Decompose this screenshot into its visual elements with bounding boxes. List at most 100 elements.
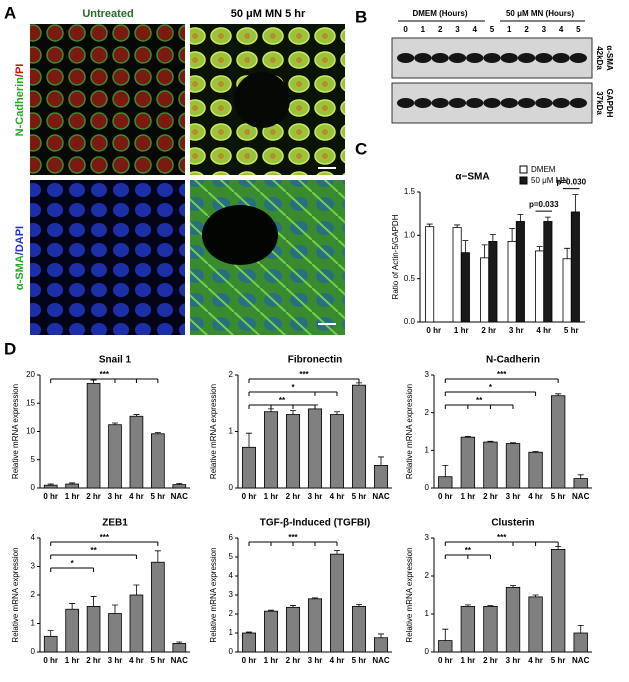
significance-label: **: [90, 546, 97, 555]
error-bar: [47, 630, 54, 637]
x-tick-label: NAC: [171, 656, 189, 665]
y-tick-label: 2: [229, 370, 234, 379]
error-bar: [176, 483, 183, 485]
error-bar: [176, 641, 183, 644]
x-tick-label: 1 hr: [454, 326, 469, 335]
x-tick-label: 5 hr: [352, 656, 367, 665]
bar: [505, 587, 521, 653]
row-label: α-SMA/DAPI: [14, 226, 26, 290]
error-bar: [112, 604, 118, 614]
band: [552, 53, 570, 63]
band: [569, 98, 587, 108]
y-tick-label: 5: [229, 552, 234, 561]
band: [431, 53, 449, 63]
y-tick-label: 15: [26, 398, 35, 407]
bar: [43, 635, 58, 653]
chart-title: Snail 1: [99, 355, 132, 366]
bar: [570, 211, 580, 323]
y-tick-label: 0: [229, 647, 234, 656]
bar: [172, 643, 187, 653]
y-axis-label: Relative mRNA expression: [405, 547, 414, 642]
bar: [550, 549, 566, 653]
error-bar: [532, 451, 539, 453]
error-bar: [154, 550, 161, 563]
bar: [373, 637, 388, 653]
x-tick-label: 3 hr: [308, 656, 323, 665]
significance-bracket: [248, 404, 316, 409]
error-bar: [489, 234, 496, 242]
y-axis-label: Relative mRNA expression: [209, 384, 218, 479]
band: [448, 98, 467, 108]
x-tick-label: 4 hr: [330, 492, 345, 501]
bar: [562, 258, 572, 323]
y-tick-label: 1.5: [404, 187, 416, 196]
significance-bracket: [444, 541, 559, 546]
legend-swatch: [519, 176, 528, 185]
row-label-part: /DAPI: [14, 226, 26, 255]
y-tick-label: 3: [425, 370, 430, 379]
x-tick-label: 3 hr: [108, 492, 123, 501]
significance-bracket: [248, 541, 338, 546]
bar: [438, 640, 453, 653]
bar: [151, 561, 165, 653]
bar: [86, 606, 101, 653]
error-bar: [462, 240, 469, 253]
bar: [573, 632, 588, 653]
band: [483, 98, 501, 108]
significance-bracket: [50, 378, 159, 383]
micrograph-void: [202, 205, 278, 265]
error-bar: [426, 223, 433, 227]
error-bar: [246, 631, 252, 633]
bar: [573, 478, 588, 489]
legend-label: DMEM: [531, 165, 556, 174]
error-bar: [509, 228, 516, 242]
bar: [507, 240, 517, 323]
x-tick-label: 0 hr: [438, 492, 453, 501]
x-tick-label: 0 hr: [242, 656, 257, 665]
bar: [263, 411, 278, 489]
micrograph-void: [234, 72, 290, 128]
y-tick-label: 2: [229, 609, 234, 618]
error-bar: [154, 432, 161, 434]
band: [431, 98, 449, 108]
error-bar: [577, 625, 584, 633]
band: [500, 53, 518, 63]
significance-label: ***: [100, 533, 110, 542]
chart-title: Clusterin: [491, 518, 534, 529]
chart-title: Fibronectin: [288, 355, 342, 366]
y-tick-label: 1: [425, 445, 430, 454]
bar: [460, 252, 470, 323]
significance-label: **: [279, 396, 286, 405]
y-axis-label: Relative mRNA expression: [405, 384, 414, 479]
chart-title: N-Cadherin: [486, 355, 540, 366]
error-bar: [464, 604, 471, 607]
annotation: p=0.033: [529, 200, 559, 209]
band: [500, 98, 518, 108]
lane-label: 4: [559, 25, 564, 34]
x-tick-label: 1 hr: [461, 492, 476, 501]
bar: [86, 383, 101, 489]
bar: [528, 596, 543, 653]
column-header: 50 μM MN 5 hr: [231, 8, 306, 20]
error-bar: [442, 628, 449, 641]
y-tick-label: 1: [31, 619, 36, 628]
bar: [483, 606, 498, 653]
band: [466, 53, 484, 63]
bar: [285, 606, 300, 653]
bar: [129, 415, 144, 489]
bar: [285, 414, 300, 489]
significance-bracket: [50, 554, 137, 559]
bar: [65, 483, 79, 489]
y-tick-label: 5: [31, 455, 36, 464]
error-bar: [544, 216, 551, 222]
chart-title: α−SMA: [455, 172, 489, 183]
error-bar: [378, 456, 384, 466]
x-tick-label: 2 hr: [86, 492, 101, 501]
legend-label: 50 μM MN: [531, 176, 568, 185]
y-tick-label: 4: [229, 571, 234, 580]
bar: [43, 484, 58, 489]
error-bar: [356, 604, 362, 607]
bar: [483, 441, 498, 489]
bar: [535, 250, 545, 323]
